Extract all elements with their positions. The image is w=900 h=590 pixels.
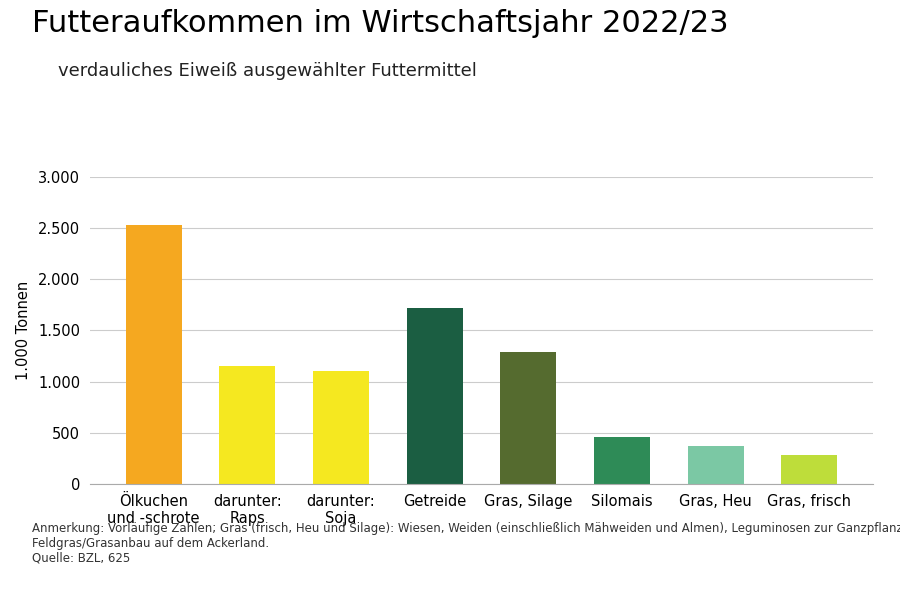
- Bar: [407, 308, 463, 484]
- Text: Futteraufkommen im Wirtschaftsjahr 2022/23: Futteraufkommen im Wirtschaftsjahr 2022/…: [32, 9, 728, 38]
- Bar: [313, 371, 369, 484]
- Text: Feldgras/Grasanbau auf dem Ackerland.: Feldgras/Grasanbau auf dem Ackerland.: [32, 537, 268, 550]
- Bar: [594, 437, 650, 484]
- Text: verdauliches Eiweiß ausgewählter Futtermittel: verdauliches Eiweiß ausgewählter Futterm…: [58, 62, 477, 80]
- Y-axis label: 1.000 Tonnen: 1.000 Tonnen: [16, 281, 32, 380]
- Bar: [688, 446, 743, 484]
- Bar: [500, 352, 556, 484]
- Bar: [781, 455, 837, 484]
- Bar: [220, 366, 275, 484]
- Text: Quelle: BZL, 625: Quelle: BZL, 625: [32, 552, 130, 565]
- Bar: [126, 225, 182, 484]
- Text: Anmerkung: Vorläufige Zahlen; Gras (frisch, Heu und Silage): Wiesen, Weiden (ein: Anmerkung: Vorläufige Zahlen; Gras (fris…: [32, 522, 900, 535]
